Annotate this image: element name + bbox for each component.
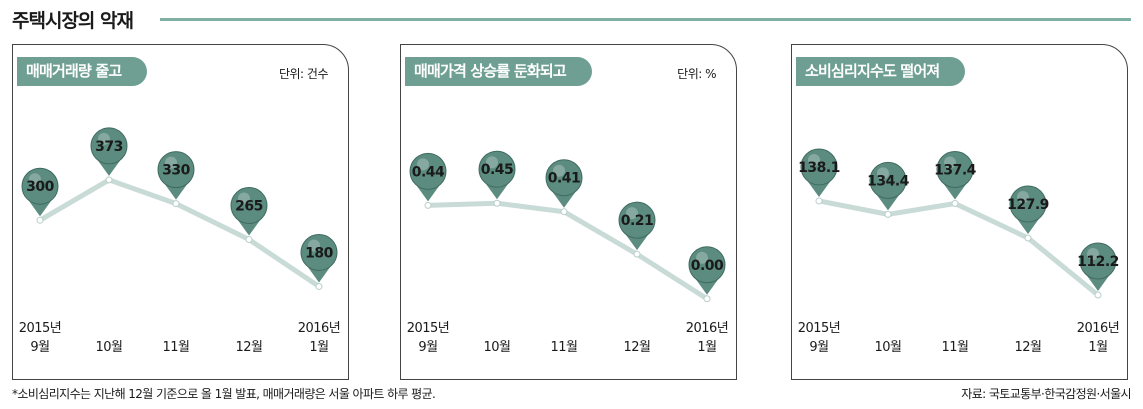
data-point	[315, 282, 323, 290]
data-label: 0.44	[412, 164, 445, 180]
data-label: 0.45	[481, 162, 514, 178]
data-label: 134.4	[867, 173, 910, 189]
data-point	[815, 197, 823, 205]
data-label: 373	[95, 139, 123, 155]
x-tick-label: 11월	[162, 340, 189, 355]
x-tick-label: 1월	[697, 340, 716, 355]
value-pin	[1009, 185, 1047, 223]
pin-highlight	[808, 153, 820, 166]
data-label: 112.2	[1077, 254, 1119, 270]
value-pin	[90, 127, 128, 165]
value-pin	[478, 150, 516, 188]
x-tick-label: 2015년	[19, 321, 62, 336]
pin-highlight	[238, 192, 250, 205]
chart-title: 소비심리지수도 떨어져	[796, 57, 966, 86]
source-note: 자료: 국토교통부·한국감정원·서울시	[961, 387, 1131, 401]
line-chart: 300 2015년 9월 373 10월 330 11월 265 12월 180 2016년 1월	[19, 127, 341, 355]
chart-title: 매매거래량 줄고	[17, 57, 148, 86]
pin-highlight	[165, 156, 177, 169]
data-point	[36, 216, 44, 224]
data-label: 127.9	[1007, 197, 1049, 213]
value-pin	[157, 151, 195, 189]
value-pin	[688, 246, 726, 284]
pin-highlight	[553, 164, 565, 177]
x-tick-label: 9월	[809, 340, 828, 355]
pin-highlight	[98, 132, 110, 145]
x-tick-label: 12월	[1014, 340, 1041, 355]
value-pin	[545, 159, 583, 197]
x-tick-label: 1월	[309, 340, 328, 355]
pin-highlight	[308, 239, 320, 252]
pin-highlight	[1017, 190, 1029, 203]
data-point	[560, 208, 568, 216]
pin-highlight	[29, 173, 41, 186]
data-point	[493, 199, 501, 207]
x-tick-label: 10월	[483, 340, 510, 355]
data-point	[1094, 291, 1102, 299]
x-tick-label: 1월	[1088, 340, 1107, 355]
pin-highlight	[877, 167, 889, 180]
value-pin	[869, 161, 907, 199]
pin-highlight	[1087, 248, 1099, 261]
data-label: 137.4	[934, 162, 977, 178]
data-point	[633, 250, 641, 258]
x-tick-label: 2015년	[407, 321, 450, 336]
x-tick-label: 9월	[418, 340, 437, 355]
value-pin	[409, 152, 447, 190]
pin-highlight	[696, 251, 708, 264]
unit-label: 단위: 건수	[278, 67, 329, 81]
data-point	[884, 210, 892, 218]
x-tick-label: 11월	[550, 340, 577, 355]
value-pin	[936, 150, 974, 188]
data-label: 265	[235, 199, 263, 215]
x-tick-label: 11월	[941, 340, 968, 355]
data-label: 0.00	[691, 258, 724, 274]
value-pin	[230, 187, 268, 225]
chart-panel-consumer-sentiment: 소비심리지수도 떨어져 138.1 2015년 9월 134.4 10월 137.4 11월…	[791, 44, 1128, 380]
data-point	[105, 176, 113, 184]
title-rule	[160, 18, 1131, 21]
pin-highlight	[417, 158, 429, 171]
pin-highlight	[944, 156, 956, 169]
value-pin	[1079, 242, 1117, 280]
series-line	[37, 177, 322, 289]
page-title: 주택시장의 악재	[12, 10, 134, 32]
x-tick-label: 9월	[30, 340, 49, 355]
x-tick-label: 2016년	[298, 321, 341, 336]
data-label: 330	[162, 163, 190, 179]
x-tick-label: 2016년	[686, 321, 729, 336]
series-line	[425, 200, 710, 302]
value-pin	[300, 233, 338, 271]
x-tick-label: 10월	[95, 340, 122, 355]
data-label: 0.41	[548, 171, 581, 187]
x-tick-label: 2015년	[798, 321, 841, 336]
chart-title: 매매가격 상승률 둔화되고	[405, 57, 592, 86]
data-point	[951, 199, 959, 207]
x-tick-label: 10월	[874, 340, 901, 355]
chart-panel-transactions: 매매거래량 줄고 단위: 건수 300 2015년 9월 373 10월 330 11월 26…	[12, 44, 349, 380]
chart-panel-price-growth: 매매가격 상승률 둔화되고 단위: % 0.44 2015년 9월 0.45 10월 0.…	[400, 44, 737, 380]
x-tick-label: 2016년	[1077, 321, 1120, 336]
unit-label: 단위: %	[677, 67, 716, 81]
data-label: 138.1	[798, 160, 840, 176]
pin-highlight	[626, 207, 638, 220]
data-label: 0.21	[621, 213, 654, 229]
value-pin	[618, 201, 656, 239]
data-label: 180	[305, 245, 333, 261]
data-point	[1024, 234, 1032, 242]
pin-highlight	[486, 156, 498, 169]
value-pin	[21, 167, 59, 205]
data-label: 300	[26, 179, 54, 195]
value-pin	[800, 148, 838, 186]
line-chart: 0.44 2015년 9월 0.45 10월 0.41 11월 0.21 12월 0.00 2016…	[407, 150, 729, 355]
footnote: *소비심리지수는 지난해 12월 기준으로 올 1월 발표, 매매거래량은 서울…	[12, 387, 436, 401]
series-line	[816, 198, 1101, 298]
data-point	[172, 200, 180, 208]
data-point	[245, 236, 253, 244]
data-point	[424, 201, 432, 209]
x-tick-label: 12월	[623, 340, 650, 355]
data-point	[703, 295, 711, 303]
line-chart: 138.1 2015년 9월 134.4 10월 137.4 11월 127.9 12월 112.…	[798, 148, 1120, 355]
x-tick-label: 12월	[235, 340, 262, 355]
